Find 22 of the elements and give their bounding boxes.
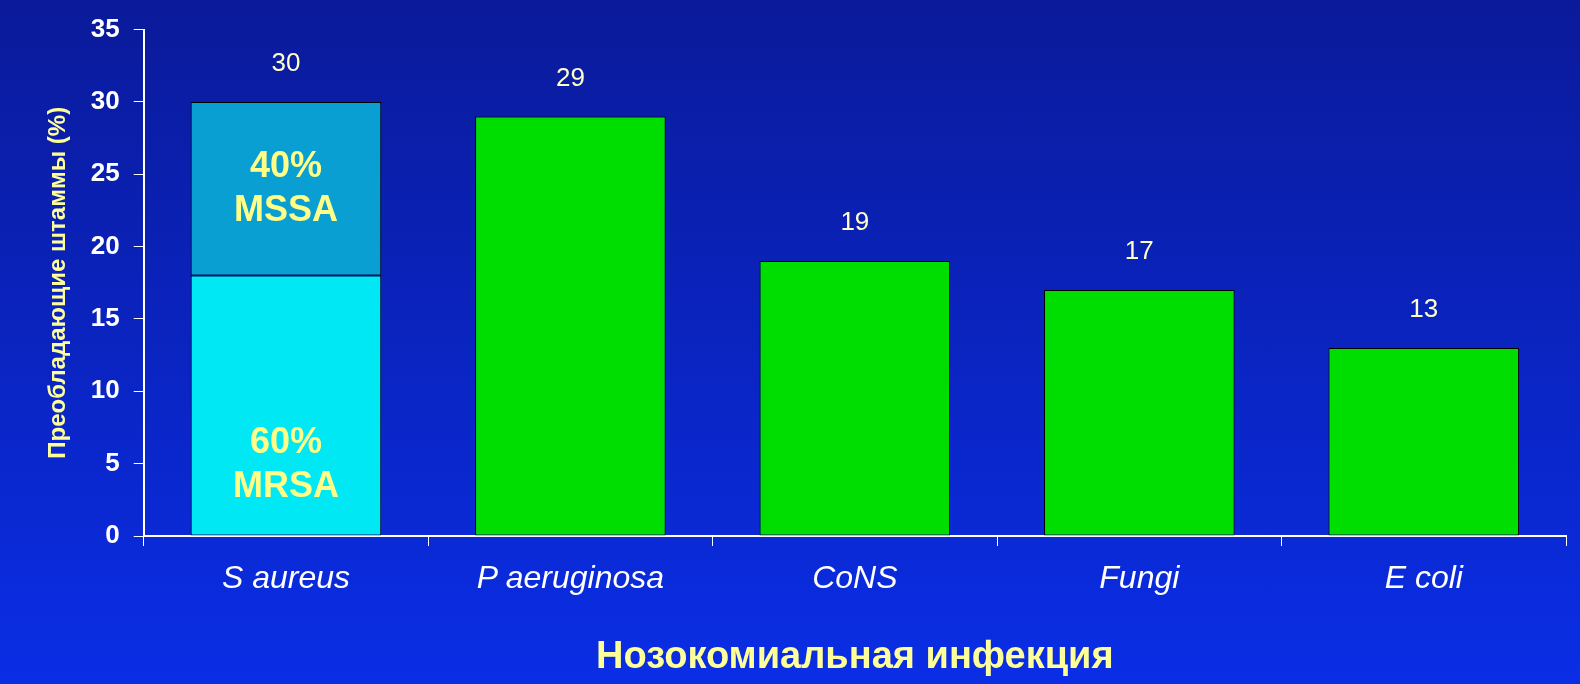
y-tick-label: 10 <box>90 374 120 405</box>
y-axis-title: Преобладающие штаммы (%) <box>43 106 71 459</box>
y-tick-label: 15 <box>90 302 120 333</box>
y-tick-label: 5 <box>105 446 120 477</box>
x-axis-title: Нозокомиальная инфекция <box>596 633 1114 676</box>
y-tick-label: 0 <box>105 519 120 550</box>
y-tick-label: 25 <box>90 157 120 188</box>
x-tick-label: Fungi <box>1099 559 1181 596</box>
x-tick-label: S aureus <box>221 559 350 596</box>
x-tick-label: P aeruginosa <box>476 559 665 596</box>
total-label: 19 <box>840 206 870 237</box>
total-label: 29 <box>555 61 585 92</box>
total-label: 13 <box>1409 293 1439 324</box>
y-tick-label: 20 <box>90 229 120 260</box>
annotation: 40% MSSA <box>233 143 338 229</box>
annotation: 60% MRSA <box>232 420 339 506</box>
total-label: 30 <box>271 47 301 78</box>
x-tick-label: E coli <box>1384 559 1464 596</box>
y-tick-label: 35 <box>90 12 120 43</box>
total-label: 17 <box>1124 235 1154 266</box>
x-tick-label: CoNS <box>812 559 898 596</box>
y-tick-label: 30 <box>90 85 120 116</box>
